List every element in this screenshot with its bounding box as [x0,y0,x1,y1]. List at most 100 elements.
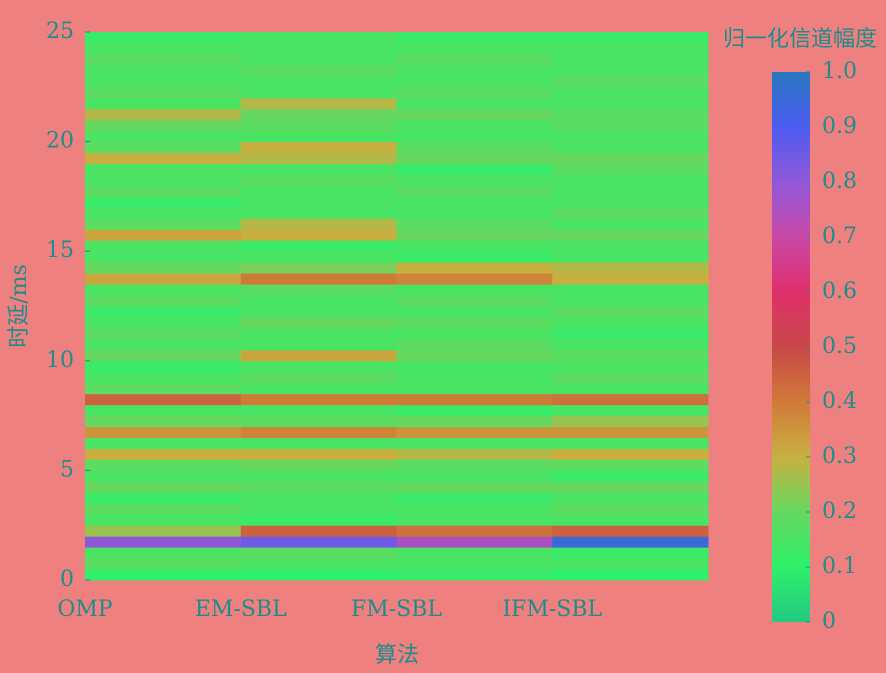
colorbar-tick-label: 0.8 [822,169,857,194]
colorbar-tick-label: 0.3 [822,444,857,469]
heatmap-cell [396,415,553,428]
heatmap-cell [396,569,553,581]
heatmap-cell [240,503,397,515]
heatmap-cell [552,185,709,197]
heatmap-cell [396,448,553,460]
heatmap-cell [240,316,397,329]
heatmap-cell [396,108,553,121]
heatmap-cell [552,32,709,44]
heatmap-cell [240,459,397,471]
heatmap-cell [396,316,553,329]
heatmap-cell [240,415,397,428]
heatmap-cell [396,130,553,143]
heatmap-cell [552,262,709,274]
heatmap-cell [85,42,242,55]
heatmap-cell [396,393,553,406]
heatmap-cell [552,316,709,329]
y-tick-label: 15 [46,238,74,263]
heatmap-cell [396,273,553,285]
heatmap-cell [552,360,709,373]
heatmap-cell [240,152,397,165]
heatmap-cell [240,382,397,395]
heatmap-cell [240,306,397,318]
heatmap-cell [396,119,553,132]
heatmap-cell [396,240,553,252]
heatmap-cell [85,437,242,449]
heatmap-cell [240,262,397,274]
heatmap-cell [552,338,709,351]
heatmap-cell [240,426,397,439]
heatmap-cell [85,141,242,154]
heatmap-cell [85,229,242,241]
heatmap-cell [240,53,397,66]
colorbar-tick-label: 0.2 [822,499,857,524]
heatmap-cell [240,108,397,121]
heatmap-cell [552,196,709,208]
heatmap-cell [85,163,242,175]
heatmap-cell [552,42,709,55]
heatmap-cell [85,306,242,318]
heatmap-cell [85,119,242,132]
heatmap-cell [552,382,709,395]
heatmap-cell [85,393,242,406]
heatmap-cell [396,404,553,417]
heatmap-cell [396,437,553,449]
heatmap-cell [85,196,242,208]
heatmap-cell [552,306,709,318]
heatmap-cell [396,470,553,482]
heatmap-cell [85,108,242,121]
heatmap-cell [85,86,242,99]
heatmap-cell [396,503,553,515]
heatmap-cell [552,218,709,230]
x-tick-label: OMP [57,597,113,622]
heatmap-cell [552,349,709,362]
heatmap-cell [552,53,709,66]
heatmap-cell [552,97,709,110]
heatmap-cell [552,371,709,384]
heatmap-cell [85,130,242,143]
heatmap-cell [240,393,397,406]
heatmap-cell [552,119,709,132]
heatmap-cell [85,371,242,384]
heatmap-cell [552,558,709,570]
heatmap-cell [85,514,242,526]
heatmap-cell [240,404,397,417]
heatmap-cell [396,163,553,175]
heatmap-cell [552,273,709,285]
heatmap-cell [240,349,397,362]
heatmap-cell [240,437,397,449]
heatmap-cell [85,53,242,66]
heatmap-cell [85,240,242,252]
heatmap-cell [240,448,397,460]
heatmap-cell [85,32,242,44]
heatmap-cell [85,284,242,296]
heatmap-cell [396,338,553,351]
heatmap-cell [85,569,242,581]
heatmap-cell [240,295,397,307]
heatmap-cell [85,251,242,263]
heatmap-cell [396,284,553,296]
heatmap-cell [85,97,242,110]
heatmap-cell [240,196,397,208]
heatmap-cell [85,295,242,307]
heatmap-cell [240,273,397,285]
heatmap-cell [240,569,397,581]
heatmap-cell [396,514,553,526]
heatmap-cell [552,470,709,482]
heatmap-cell [552,240,709,252]
heatmap-cell [85,426,242,439]
heatmap-cell [85,547,242,559]
heatmap-cell [552,393,709,406]
heatmap-cell [85,152,242,165]
heatmap-cell [396,426,553,439]
heatmap-cell [240,141,397,154]
heatmap-cell [240,338,397,351]
heatmap-cell [396,141,553,154]
colorbar-tick-label: 0 [822,609,836,634]
heatmap-cell [552,514,709,526]
heatmap-cell [552,503,709,515]
heatmap-cell [240,218,397,230]
heatmap-cell [552,141,709,154]
heatmap-cell [396,97,553,110]
heatmap-cell [396,75,553,88]
